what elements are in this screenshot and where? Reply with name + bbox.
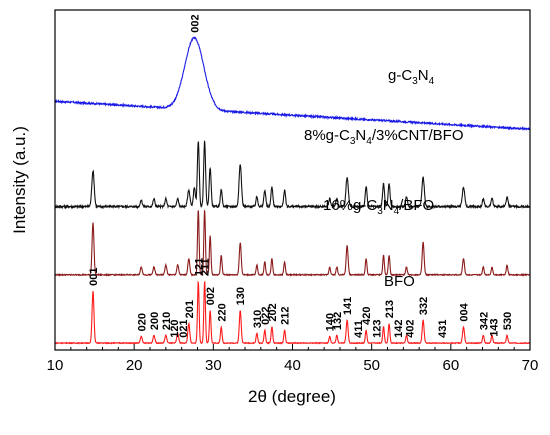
peak-label: 332 [418,297,430,315]
peak-label: 120 [169,319,181,337]
series-names-layer: g-C3N4 8%g-C3N4/3%CNT/BFO 16%g-C3N4/BFO BFO [304,67,464,290]
peak-label: 210 [161,312,173,330]
peak-label: 141 [342,297,354,315]
series-label-2: 16%g-C3N4/BFO [323,197,434,217]
peak-label: 143 [489,318,501,336]
x-axis-ticks: 10 20 30 40 50 60 70 [47,344,539,374]
series-layer [54,36,531,345]
x-tick-label: 40 [284,357,301,374]
x-tick-label: 30 [205,357,222,374]
peak-label: 213 [384,300,396,318]
peak-label: 530 [502,312,514,330]
y-axis-title: Intensity (a.u.) [10,126,29,234]
peak-label: 200 [149,312,161,330]
peak-label: 123 [371,320,383,338]
peak-label: 201 [184,300,196,318]
peak-label: 002 [189,14,201,32]
peak-label: 212 [280,307,292,325]
peak-label: 001 [88,268,100,286]
series-label-0: g-C3N4 [388,67,435,87]
peak-label: 121 [193,258,205,276]
plot-frame [54,9,531,351]
peak-label: 211 [200,258,212,276]
peak-label: 130 [235,287,247,305]
x-tick-label: 60 [442,357,459,374]
x-tick-label: 10 [47,357,64,374]
peak-label: 021 [178,319,190,337]
peak-label: 140 [325,313,337,331]
peak-label: 310 [252,310,264,328]
series-line-3 [54,280,531,345]
peak-label: 202 [267,303,279,321]
peak-label: 342 [478,312,490,330]
series-label-1: 8%g-C3N4/3%CNT/BFO [304,127,464,147]
x-tick-label: 70 [522,357,539,374]
peak-label: 420 [361,307,373,325]
peak-label: 132 [332,312,344,330]
peak-label: 431 [437,320,449,338]
peak-label: 411 [353,320,365,338]
x-axis-title: 2θ (degree) [248,387,336,406]
peak-label: 020 [136,313,148,331]
peak-label: 220 [216,303,228,321]
peak-label: 142 [393,320,405,338]
series-line-2 [54,209,531,277]
series-line-0 [54,36,531,131]
peak-label: 022 [260,307,272,325]
series-line-1 [54,140,531,210]
peak-label: 004 [459,302,471,321]
x-tick-label: 50 [363,357,380,374]
x-tick-label: 20 [126,357,143,374]
series-label-3: BFO [384,273,415,290]
peak-label: 402 [405,319,417,337]
peak-label: 002 [205,287,217,305]
